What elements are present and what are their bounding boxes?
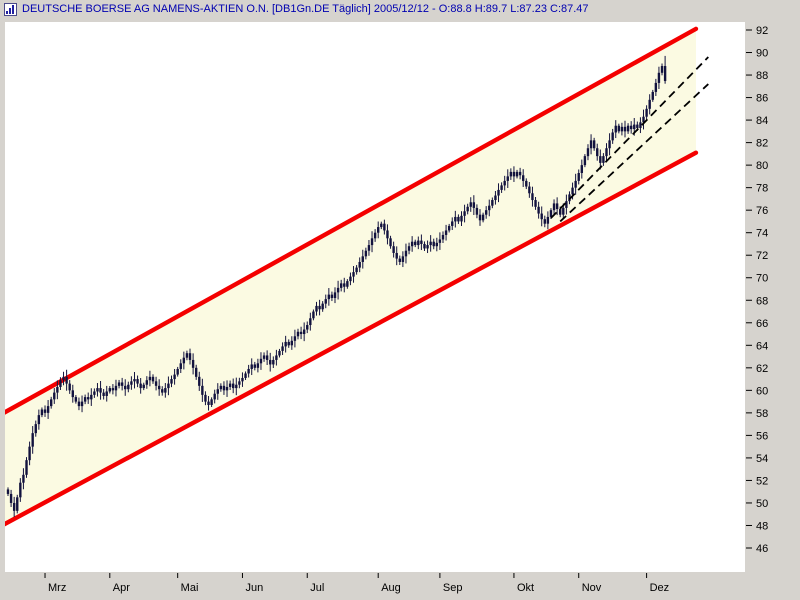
svg-text:58: 58 bbox=[756, 408, 768, 420]
svg-text:Apr: Apr bbox=[113, 582, 130, 594]
window-title: DEUTSCHE BOERSE AG NAMENS-AKTIEN O.N. [D… bbox=[22, 3, 589, 15]
svg-text:Dez: Dez bbox=[650, 582, 670, 594]
svg-text:Okt: Okt bbox=[517, 582, 534, 594]
svg-text:76: 76 bbox=[756, 205, 768, 217]
svg-text:50: 50 bbox=[756, 498, 768, 510]
svg-text:48: 48 bbox=[756, 520, 768, 532]
svg-text:Jul: Jul bbox=[310, 582, 324, 594]
svg-text:46: 46 bbox=[756, 543, 768, 555]
svg-text:54: 54 bbox=[756, 453, 768, 465]
svg-text:Nov: Nov bbox=[582, 582, 602, 594]
svg-text:64: 64 bbox=[756, 340, 768, 352]
svg-text:Jun: Jun bbox=[245, 582, 263, 594]
svg-text:70: 70 bbox=[756, 273, 768, 285]
svg-text:Mai: Mai bbox=[181, 582, 199, 594]
svg-text:74: 74 bbox=[756, 228, 768, 240]
svg-text:92: 92 bbox=[756, 25, 768, 37]
svg-text:86: 86 bbox=[756, 93, 768, 105]
svg-text:80: 80 bbox=[756, 160, 768, 172]
svg-text:78: 78 bbox=[756, 183, 768, 195]
price-chart[interactable]: 92 90 88 86 84 82 80 78 76 74 72 70 68 66 64 62 60 58 56 54… bbox=[0, 18, 800, 600]
svg-text:72: 72 bbox=[756, 250, 768, 262]
svg-text:62: 62 bbox=[756, 363, 768, 375]
svg-text:84: 84 bbox=[756, 115, 768, 127]
svg-text:56: 56 bbox=[756, 430, 768, 442]
svg-text:60: 60 bbox=[756, 385, 768, 397]
title-bar[interactable]: DEUTSCHE BOERSE AG NAMENS-AKTIEN O.N. [D… bbox=[0, 0, 800, 18]
app-icon bbox=[4, 2, 17, 16]
svg-text:Mrz: Mrz bbox=[48, 582, 66, 594]
svg-text:Sep: Sep bbox=[443, 582, 463, 594]
svg-text:68: 68 bbox=[756, 295, 768, 307]
svg-text:66: 66 bbox=[756, 318, 768, 330]
svg-text:Aug: Aug bbox=[381, 582, 401, 594]
svg-text:88: 88 bbox=[756, 70, 768, 82]
svg-text:82: 82 bbox=[756, 138, 768, 150]
svg-text:52: 52 bbox=[756, 475, 768, 487]
svg-text:90: 90 bbox=[756, 48, 768, 60]
